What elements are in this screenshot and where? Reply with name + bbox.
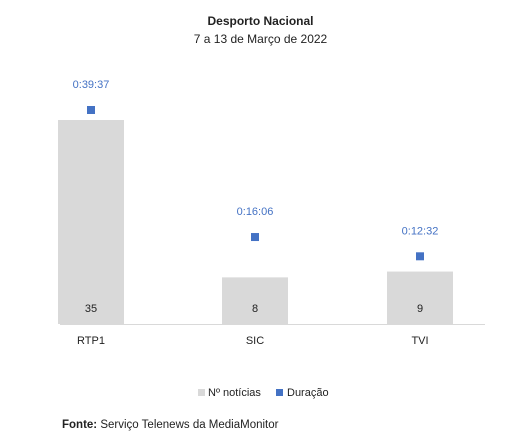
legend-label-duracao: Duração xyxy=(287,387,329,399)
bar-value-label: 8 xyxy=(252,303,258,315)
category-label-sic: SIC xyxy=(246,335,264,347)
bar-sic xyxy=(222,277,288,324)
duration-marker-rtp1 xyxy=(87,106,95,114)
bar-rtp1 xyxy=(58,120,124,324)
legend-swatch-noticias xyxy=(198,389,205,396)
source-label: Fonte: xyxy=(62,419,98,431)
chart-title: Desporto Nacional xyxy=(207,14,314,28)
source-text: Serviço Telenews da MediaMonitor xyxy=(100,419,279,431)
bar-tvi xyxy=(387,271,453,324)
chart-subtitle: 7 a 13 de Março de 2022 xyxy=(193,32,328,46)
bar-value-label: 35 xyxy=(85,303,97,315)
duration-marker-sic xyxy=(251,233,259,242)
duration-label: 0:16:06 xyxy=(237,206,274,218)
source-note: Fonte: Serviço Telenews da MediaMonitor xyxy=(62,419,278,431)
duration-label: 0:39:37 xyxy=(73,79,110,91)
category-label-tvi: TVI xyxy=(411,335,428,347)
duration-label: 0:12:32 xyxy=(402,225,439,237)
legend-label-noticias: Nº notícias xyxy=(208,387,261,399)
bar-value-label: 9 xyxy=(417,303,423,315)
category-label-rtp1: RTP1 xyxy=(77,335,105,347)
legend-swatch-duracao xyxy=(276,389,283,396)
duration-marker-tvi xyxy=(416,252,424,261)
